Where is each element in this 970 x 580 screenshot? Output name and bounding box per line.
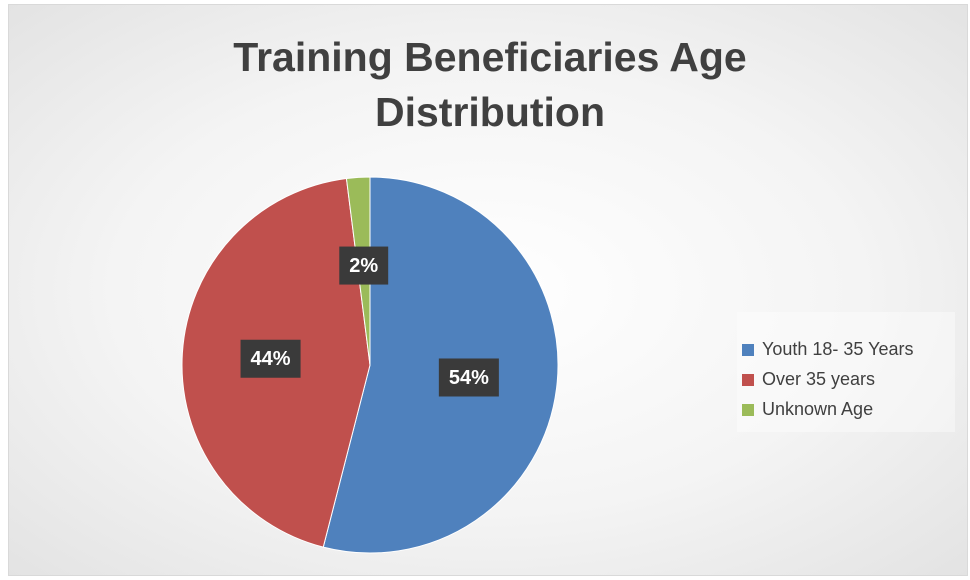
data-label-box <box>240 339 301 378</box>
legend-label: Unknown Age <box>762 399 873 419</box>
data-label-group: 2% <box>339 246 389 285</box>
legend-label: Youth 18- 35 Years <box>762 339 913 359</box>
data-label-group: 54% <box>438 358 499 397</box>
legend-swatch <box>742 344 754 356</box>
data-label: 44% <box>251 348 291 370</box>
legend-label: Over 35 years <box>762 369 875 389</box>
legend-box <box>737 312 955 432</box>
data-label: 54% <box>449 367 489 389</box>
data-label: 2% <box>349 255 378 277</box>
legend-swatch <box>742 404 754 416</box>
data-label-group: 44% <box>240 339 301 378</box>
data-label-box <box>438 358 499 397</box>
data-label-box <box>339 246 389 285</box>
legend-swatch <box>742 374 754 386</box>
chart-title: Training Beneficiaries Age Distribution <box>233 34 747 135</box>
